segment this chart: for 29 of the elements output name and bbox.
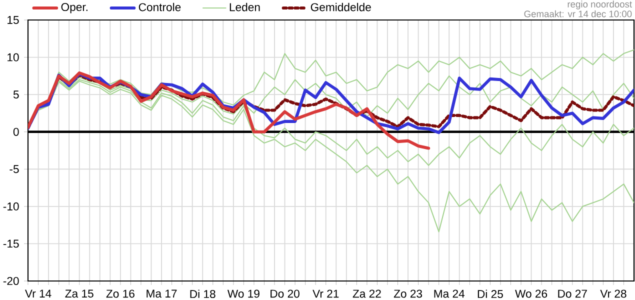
x-tick-label: Wo 26 — [515, 290, 548, 298]
x-tick-label: Vr 28 — [600, 290, 626, 298]
text: Gemaakt: vr 14 dec 10:00 — [524, 10, 632, 18]
legend-label: Oper. — [61, 3, 88, 14]
y-tick-label: 5 — [13, 90, 19, 99]
text: regio noordoost — [568, 0, 632, 10]
legend-label: Leden — [230, 2, 260, 12]
y-tick-label: -5 — [10, 165, 19, 174]
x-tick-label: Za 15 — [65, 290, 94, 298]
x-tick-label: Wo 19 — [227, 290, 260, 298]
x-tick-label: Vr 21 — [312, 290, 339, 298]
x-tick-label: Zo 16 — [106, 290, 134, 298]
y-tick-label: 10 — [8, 53, 19, 62]
x-tick-label: Di 18 — [190, 290, 216, 298]
y-tick-label: 0 — [13, 128, 19, 136]
y-tick-label: 15 — [8, 16, 19, 24]
x-tick-label: Do 27 — [558, 290, 587, 298]
x-tick-label: Ma 17 — [146, 290, 177, 298]
y-tick-label: -10 — [3, 202, 19, 210]
y-tick-label: -15 — [3, 240, 19, 248]
x-tick-label: Vr 14 — [24, 290, 52, 298]
x-tick-label: Zo 23 — [394, 290, 422, 298]
y-tick-label: -20 — [3, 276, 19, 286]
x-tick-label: Di 25 — [478, 290, 503, 298]
x-tick-label: Do 20 — [270, 290, 300, 298]
legend-label: Gemiddelde — [310, 2, 371, 12]
legend-label: Controle — [138, 2, 181, 12]
x-tick-label: Ma 24 — [434, 290, 465, 298]
x-tick-label: Za 22 — [352, 290, 381, 298]
